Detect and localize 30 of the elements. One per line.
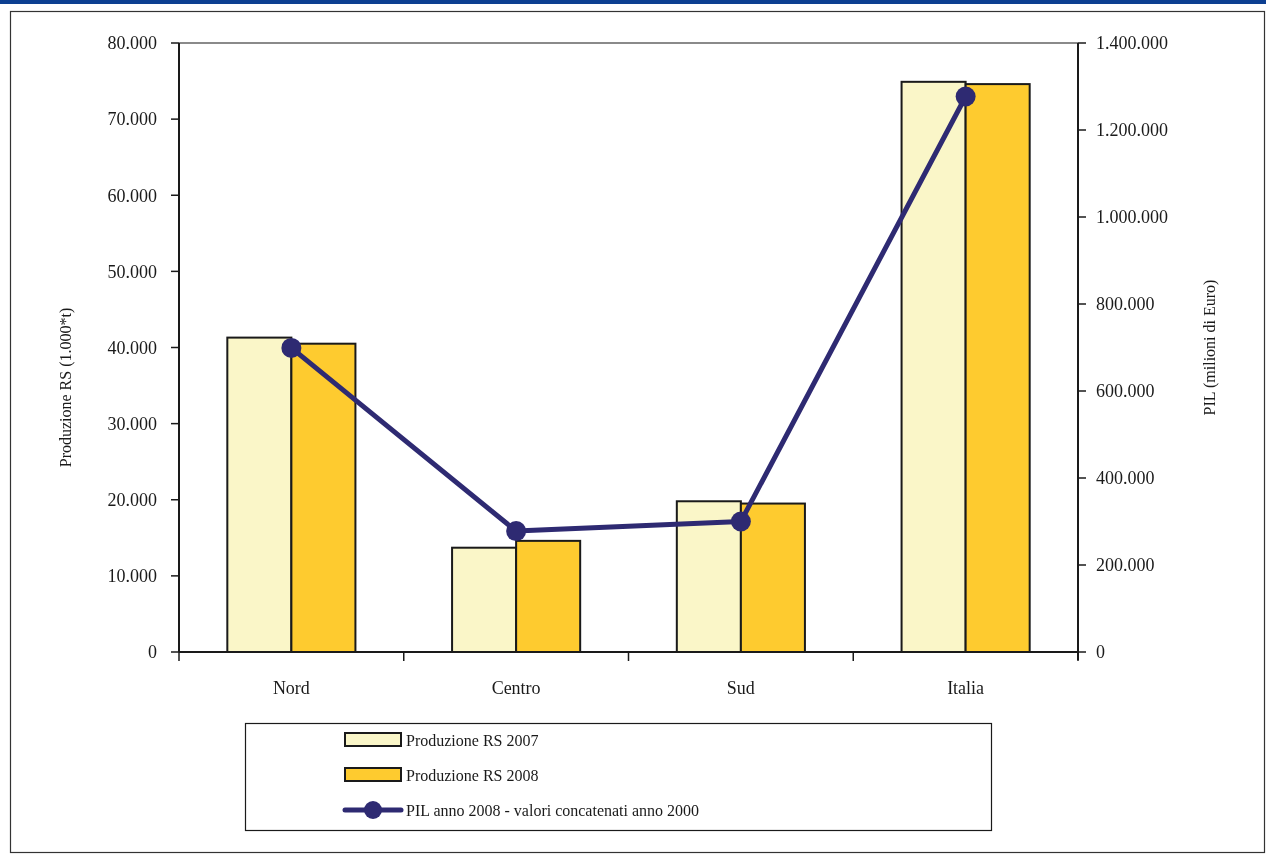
point xyxy=(730,511,751,532)
y-tick-label: 0 xyxy=(148,642,157,663)
y-tick-label: 70.000 xyxy=(107,109,157,130)
y-tick-label: 30.000 xyxy=(107,413,157,434)
x-tick-label: Nord xyxy=(272,678,310,698)
y2-tick-label: 600.000 xyxy=(1096,381,1155,402)
y-tick-label: 80.000 xyxy=(107,33,157,54)
y-tick-label: 40.000 xyxy=(107,337,157,358)
x-tick-label: Italia xyxy=(947,678,985,698)
point xyxy=(506,521,527,542)
y2-tick-label: 200.000 xyxy=(1096,555,1155,576)
point xyxy=(281,337,302,358)
legend-label: Produzione RS 2008 xyxy=(406,766,539,784)
y-tick-label: 20.000 xyxy=(107,490,157,511)
legend-label: Produzione RS 2007 xyxy=(406,731,539,749)
y2-tick-label: 1.000.000 xyxy=(1096,207,1168,228)
legend-label: PIL anno 2008 - valori concatenati anno 2000 xyxy=(406,801,700,819)
y-tick-label: 10.000 xyxy=(107,566,157,587)
y-tick-label: 50.000 xyxy=(107,261,157,282)
y-axis-title: Produzione RS (1.000*t) xyxy=(57,307,75,468)
y2-tick-label: 0 xyxy=(1096,642,1105,663)
y2-tick-label: 1.400.000 xyxy=(1096,33,1168,54)
point xyxy=(955,86,976,107)
y2-tick-label: 1.200.000 xyxy=(1096,120,1168,141)
x-tick-label: Sud xyxy=(726,678,755,698)
y-tick-label: 60.000 xyxy=(107,185,157,206)
y2-axis-title: PIL (milioni di Euro) xyxy=(1201,279,1219,416)
y2-tick-label: 400.000 xyxy=(1096,468,1155,489)
y2-tick-label: 800.000 xyxy=(1096,294,1155,315)
x-tick-label: Centro xyxy=(491,678,541,698)
